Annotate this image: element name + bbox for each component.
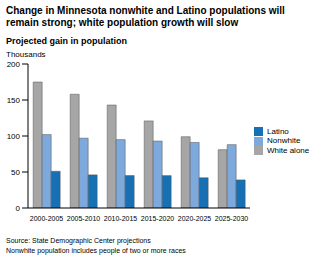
html-text:Change in Minnesota nonwhite a: Change in Minnesota nonwhite and Latino … xyxy=(6,5,285,28)
html-text:White alone: White alone xyxy=(267,145,310,155)
html-text:Nonwhite: Nonwhite xyxy=(267,136,301,146)
svg-text:2010-2015: 2010-2015 xyxy=(104,215,138,222)
svg-text:200: 200 xyxy=(8,60,21,69)
svg-text:2020-2025: 2020-2025 xyxy=(178,215,212,222)
svg-text:100: 100 xyxy=(8,132,21,141)
svg-text:0: 0 xyxy=(16,204,21,213)
svg-text:2000-2005: 2000-2005 xyxy=(30,215,64,222)
svg-text:2015-2020: 2015-2020 xyxy=(141,215,175,222)
svg-text:50: 50 xyxy=(11,168,20,177)
html-text:Thousands: Thousands xyxy=(6,50,46,59)
html-text:Latino: Latino xyxy=(267,126,289,136)
html-text:Nonwhite population includes p: Nonwhite population includes people of t… xyxy=(6,247,186,254)
svg-text:150: 150 xyxy=(8,96,21,105)
html-text:Source: State Demographic Cent: Source: State Demographic Center project… xyxy=(6,237,151,244)
svg-text:2025-2030: 2025-2030 xyxy=(215,215,249,222)
html-text:Projected gain in population: Projected gain in population xyxy=(6,36,127,46)
svg-text:2005-2010: 2005-2010 xyxy=(67,215,101,222)
